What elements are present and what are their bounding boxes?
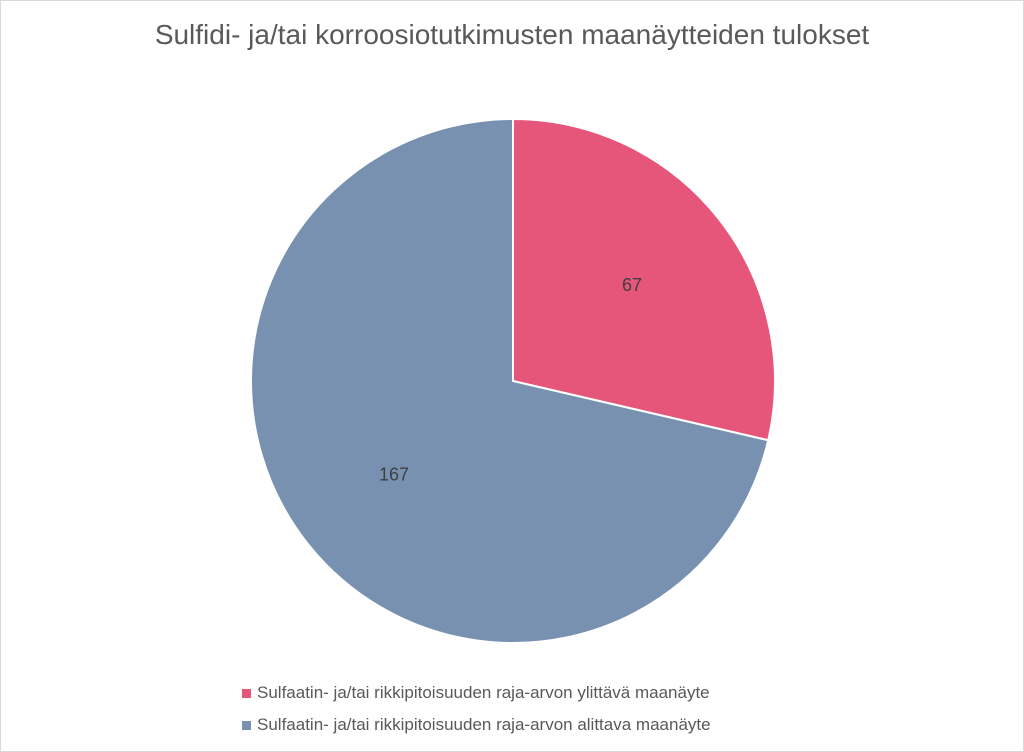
- chart-title: Sulfidi- ja/tai korroosiotutkimusten maa…: [154, 19, 870, 50]
- legend-item-exceeding: Sulfaatin- ja/tai rikkipitoisuuden raja-…: [242, 677, 711, 709]
- legend-item-below: Sulfaatin- ja/tai rikkipitoisuuden raja-…: [242, 709, 711, 741]
- legend-swatch-below: [242, 720, 251, 730]
- pie-labels: 67 167: [379, 275, 642, 484]
- slice-value-label-below: 167: [379, 464, 409, 484]
- legend-label-exceeding: Sulfaatin- ja/tai rikkipitoisuuden raja-…: [257, 683, 710, 702]
- pie-slice-below: [250, 117, 770, 644]
- pie-slice-exceeding: [512, 117, 776, 442]
- pie-slices: [250, 117, 776, 644]
- legend-label-below: Sulfaatin- ja/tai rikkipitoisuuden raja-…: [257, 715, 711, 734]
- slice-value-label-exceeding: 67: [622, 275, 642, 295]
- legend: Sulfaatin- ja/tai rikkipitoisuuden raja-…: [242, 677, 711, 741]
- legend-swatch-exceeding: [242, 688, 251, 698]
